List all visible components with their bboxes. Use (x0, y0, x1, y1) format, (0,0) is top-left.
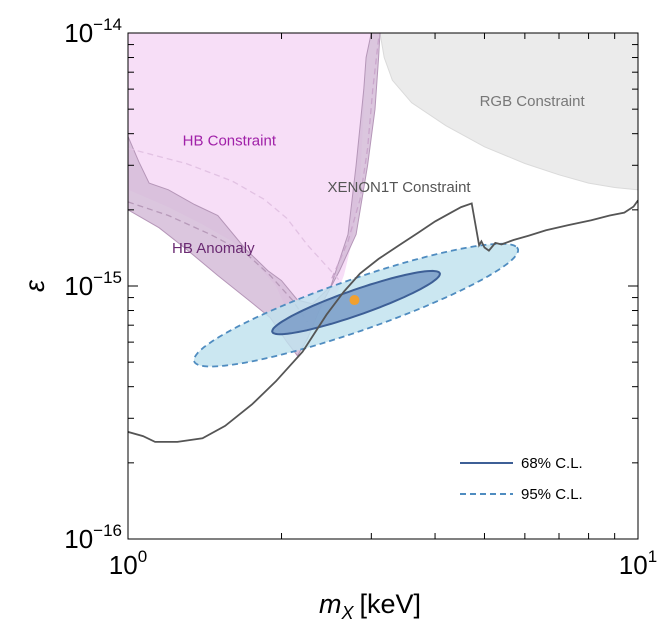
x-tick-label-10: 101 (619, 547, 657, 580)
y-tick-label-1e-14: 10−14 (64, 15, 122, 48)
annotation-rgb-constraint: RGB Constraint (480, 93, 586, 110)
hb-anomaly-inner-dashed-line (128, 201, 309, 323)
hb-constraint-edge-dashed-line (330, 38, 380, 281)
y-tick-label-1e-15: 10−15 (64, 268, 122, 301)
legend-label-95: 95% C.L. (521, 486, 583, 503)
annotation-hb-anomaly: HB Anomaly (172, 240, 255, 257)
plot-area (128, 33, 638, 443)
rgb-constraint-region (379, 33, 638, 191)
annotation-hb-constraint: HB Constraint (183, 132, 277, 149)
y-tick-label-1e-16: 10−16 (64, 521, 122, 554)
annotation-xenon1t-constraint: XENON1T Constraint (327, 179, 471, 196)
legend-label-68: 68% C.L. (521, 455, 583, 472)
x-axis-label: mX [keV] (319, 589, 421, 623)
hb-anomaly-region (128, 33, 381, 357)
hb-constraint-inner-dashed-line (128, 147, 341, 282)
hb-constraint-region (128, 33, 372, 318)
x-tick-label-1: 100 (109, 547, 147, 580)
axis-ticks (127, 32, 639, 540)
y-axis-label: ε (20, 279, 50, 292)
best-fit-point (349, 295, 360, 306)
legend: 68% C.L. 95% C.L. (460, 455, 583, 503)
xenon1t-constraint-line (128, 199, 638, 443)
